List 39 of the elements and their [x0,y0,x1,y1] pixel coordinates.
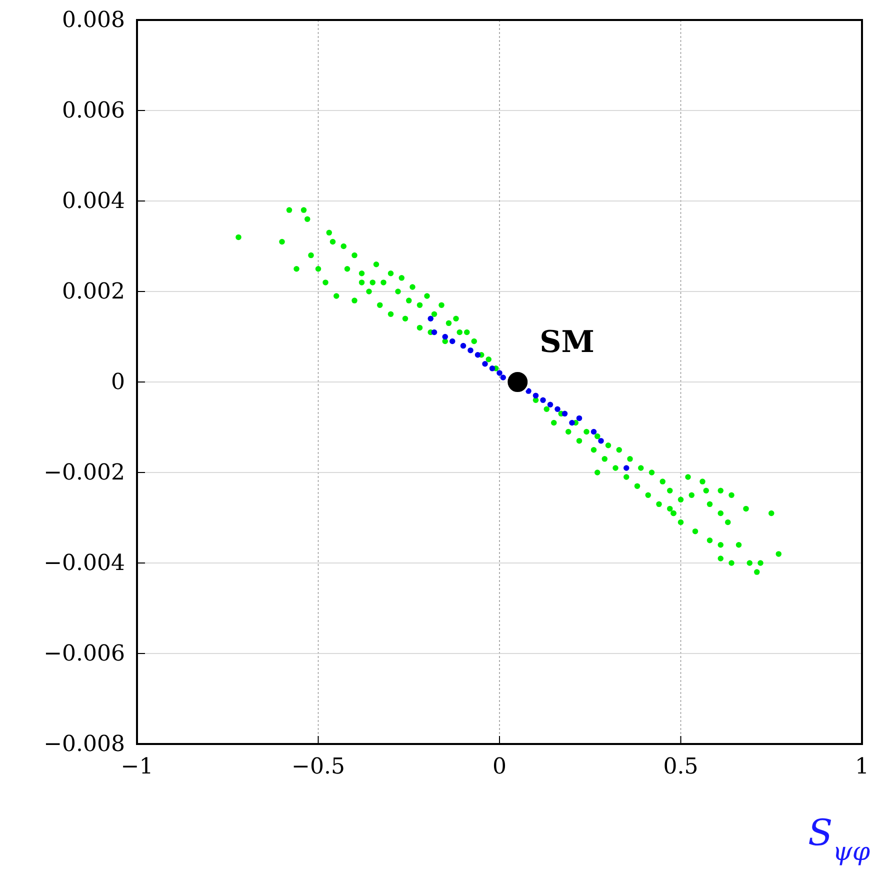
x-tick-label: −1 [120,754,154,780]
y-tick-label: 0 [111,370,125,396]
y-tick-label: 0.002 [62,280,125,305]
point [450,338,456,344]
point [598,438,604,444]
point [496,370,502,376]
y-tick-label: −0.004 [44,551,125,576]
point [554,406,560,412]
y-tick-label: 0.006 [62,98,125,124]
point [532,392,539,398]
point [482,361,488,367]
point [428,316,434,322]
x-tick-label: 1 [855,754,869,780]
annotation: SM [540,325,594,360]
point [540,397,546,403]
point [474,352,481,358]
x-axis-title: S$_{ψφ}$ [808,813,870,866]
y-tick-label: −0.002 [44,460,125,486]
y-tick-label: 0.004 [62,189,125,214]
point [442,334,448,340]
point [576,415,582,422]
point [431,329,438,336]
point [569,420,575,426]
point [500,374,506,380]
x-tick-label: 0 [492,754,506,780]
point [590,428,597,435]
point [624,465,630,471]
x-tick-label: −0.5 [292,754,345,780]
y-tick-label: −0.008 [44,732,125,758]
point [562,410,568,417]
point [489,366,496,372]
y-tick-label: −0.006 [44,642,125,667]
y-tick-label: 0.008 [62,8,125,34]
point [526,388,532,394]
point [506,370,530,394]
point [460,342,466,349]
point [547,402,554,408]
point [468,347,474,354]
x-tick-label: 0.5 [663,754,698,780]
